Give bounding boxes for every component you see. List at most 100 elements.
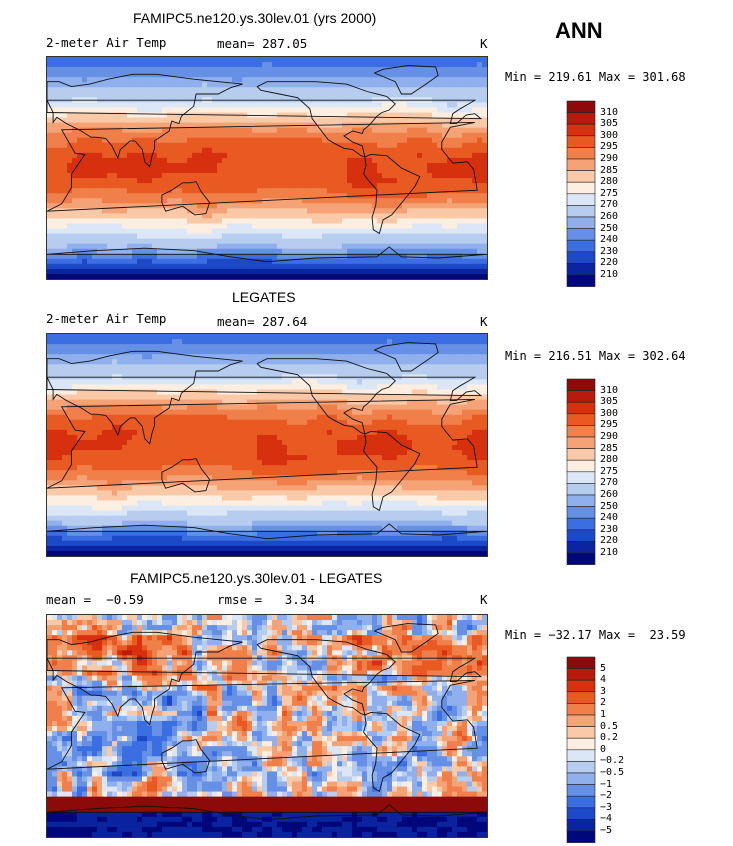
- field-cell: [362, 248, 368, 255]
- field-cell: [172, 253, 178, 260]
- field-cell: [302, 359, 308, 365]
- field-cell: [52, 218, 58, 225]
- field-cell: [162, 142, 168, 149]
- field-cell: [232, 122, 238, 129]
- field-cell: [167, 238, 173, 245]
- field-cell: [467, 82, 473, 88]
- field-cell: [182, 349, 188, 355]
- field-cell: [157, 173, 163, 179]
- field-cell: [297, 162, 303, 169]
- field-cell: [372, 142, 378, 149]
- field-cell: [467, 87, 473, 93]
- field-cell: [47, 394, 53, 401]
- field-cell: [462, 248, 468, 255]
- field-cell: [332, 127, 338, 134]
- field-cell: [472, 389, 478, 396]
- field-cell: [372, 238, 378, 245]
- field-cell: [292, 112, 298, 119]
- field-cell: [87, 147, 93, 154]
- field-cell: [177, 132, 183, 139]
- field-cell: [217, 162, 223, 169]
- field-cell: [47, 213, 53, 220]
- field-cell: [237, 67, 243, 73]
- field-cell: [262, 334, 268, 340]
- field-cell: [402, 72, 408, 78]
- field-cell: [272, 102, 278, 109]
- field-cell: [382, 238, 388, 245]
- field-cell: [287, 334, 293, 340]
- field-cell: [102, 173, 108, 179]
- field-cell: [407, 233, 413, 240]
- field-cell: [242, 67, 248, 73]
- field-cell: [237, 203, 243, 209]
- field-cell: [277, 243, 283, 250]
- field-cell: [77, 137, 83, 144]
- field-cell: [417, 344, 423, 350]
- field-cell: [192, 92, 198, 98]
- field-cell: [297, 77, 303, 83]
- field-cell: [472, 359, 478, 365]
- field-cell: [422, 339, 428, 345]
- field-cell: [182, 198, 188, 204]
- field-cell: [427, 62, 433, 68]
- field-cell: [102, 157, 108, 164]
- field-cell: [182, 233, 188, 240]
- field-cell: [307, 228, 313, 235]
- field-cell: [72, 188, 78, 194]
- field-cell: [267, 77, 273, 83]
- field-cell: [267, 173, 273, 179]
- field-cell: [97, 107, 103, 114]
- field-cell: [307, 208, 313, 215]
- field-cell: [462, 142, 468, 149]
- field-cell: [462, 198, 468, 204]
- field-cell: [287, 253, 293, 260]
- field-cell: [197, 107, 203, 114]
- field-cell: [252, 122, 258, 129]
- field-cell: [377, 359, 383, 365]
- field-cell: [212, 162, 218, 169]
- field-cell: [327, 173, 333, 179]
- field-cell: [197, 112, 203, 119]
- field-cell: [477, 173, 483, 179]
- field-cell: [102, 142, 108, 149]
- field-cell: [112, 258, 118, 265]
- field-cell: [252, 273, 258, 279]
- field-cell: [332, 389, 338, 396]
- field-cell: [72, 62, 78, 68]
- field-cell: [432, 339, 438, 345]
- field-cell: [452, 344, 458, 350]
- field-cell: [137, 238, 143, 245]
- field-cell: [452, 359, 458, 365]
- field-cell: [367, 102, 373, 109]
- field-cell: [47, 183, 53, 189]
- field-cell: [177, 344, 183, 350]
- field-cell: [112, 344, 118, 350]
- field-cell: [267, 132, 273, 139]
- field-cell: [312, 87, 318, 93]
- field-cell: [107, 152, 113, 159]
- field-cell: [172, 72, 178, 78]
- field-cell: [147, 168, 153, 174]
- field-cell: [132, 152, 138, 159]
- field-cell: [477, 384, 483, 391]
- field-cell: [367, 152, 373, 159]
- field-cell: [357, 208, 363, 215]
- field-cell: [112, 243, 118, 250]
- field-cell: [447, 339, 453, 345]
- field-cell: [277, 349, 283, 355]
- field-cell: [317, 142, 323, 149]
- field-cell: [147, 198, 153, 204]
- field-cell: [177, 213, 183, 220]
- field-cell: [437, 142, 443, 149]
- field-cell: [187, 384, 193, 391]
- field-cell: [267, 238, 273, 245]
- field-cell: [362, 72, 368, 78]
- field-cell: [357, 243, 363, 250]
- field-cell: [52, 243, 58, 250]
- field-cell: [457, 62, 463, 68]
- field-cell: [142, 193, 148, 199]
- field-cell: [352, 218, 358, 225]
- field-cell: [182, 152, 188, 159]
- field-cell: [447, 238, 453, 245]
- field-cell: [242, 127, 248, 134]
